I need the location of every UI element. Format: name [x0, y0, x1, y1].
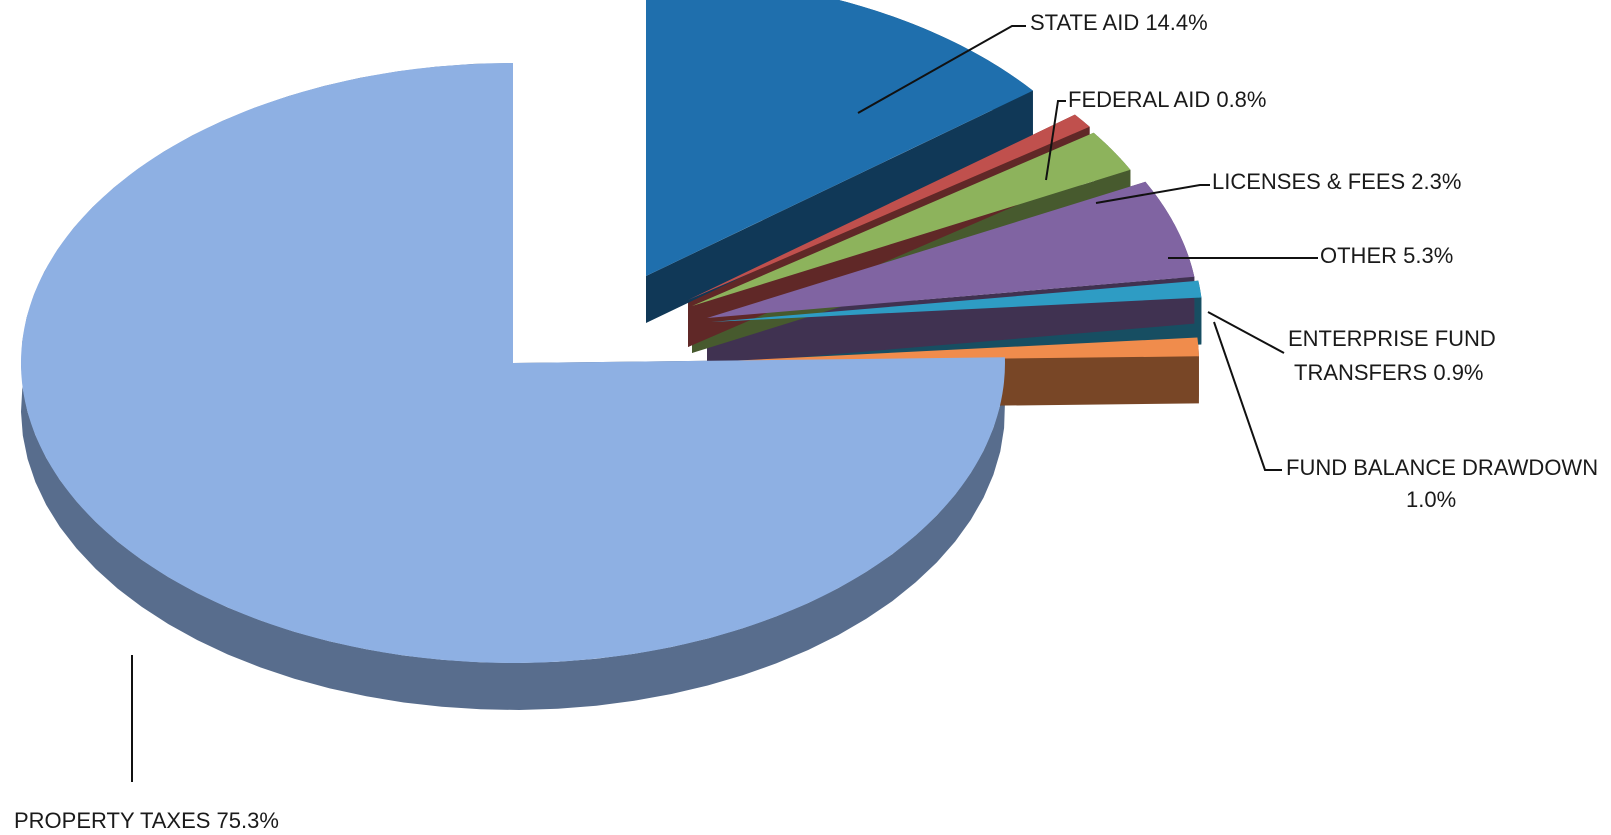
label-state-aid: STATE AID 14.4% [1030, 10, 1208, 35]
slice-enterprise-fund-transfers [711, 280, 1202, 322]
slice-licenses-fees [692, 132, 1131, 306]
label-licenses-fees: LICENSES & FEES 2.3% [1212, 169, 1461, 194]
slice-labels: PROPERTY TAXES 75.3% STATE AID 14.4% FED… [14, 10, 1598, 833]
label-enterprise-fund-line2: TRANSFERS 0.9% [1294, 360, 1484, 385]
slice-property-taxes [20, 62, 1005, 664]
label-fund-balance-line1: FUND BALANCE DRAWDOWN [1286, 455, 1598, 480]
slice-other [707, 181, 1195, 318]
slice-fund-balance-drawdown [707, 337, 1199, 362]
leader-line-licenses-fees [1095, 184, 1210, 204]
label-enterprise-fund-line1: ENTERPRISE FUND [1288, 326, 1496, 351]
leader-lines [131, 25, 1318, 782]
slice-edge-state-aid-1 [646, 90, 1033, 323]
leader-line-federal-aid [1045, 100, 1066, 181]
slice-federal-aid [688, 114, 1090, 300]
leader-line-enterprise-fund [1207, 311, 1285, 354]
label-federal-aid: FEDERAL AID 0.8% [1068, 87, 1266, 112]
label-fund-balance-line2: 1.0% [1406, 487, 1456, 512]
leader-line-fund-balance [1213, 321, 1282, 471]
label-property-taxes: PROPERTY TAXES 75.3% [14, 808, 279, 833]
label-other: OTHER 5.3% [1320, 243, 1453, 268]
leader-line-state-aid [857, 25, 1026, 114]
